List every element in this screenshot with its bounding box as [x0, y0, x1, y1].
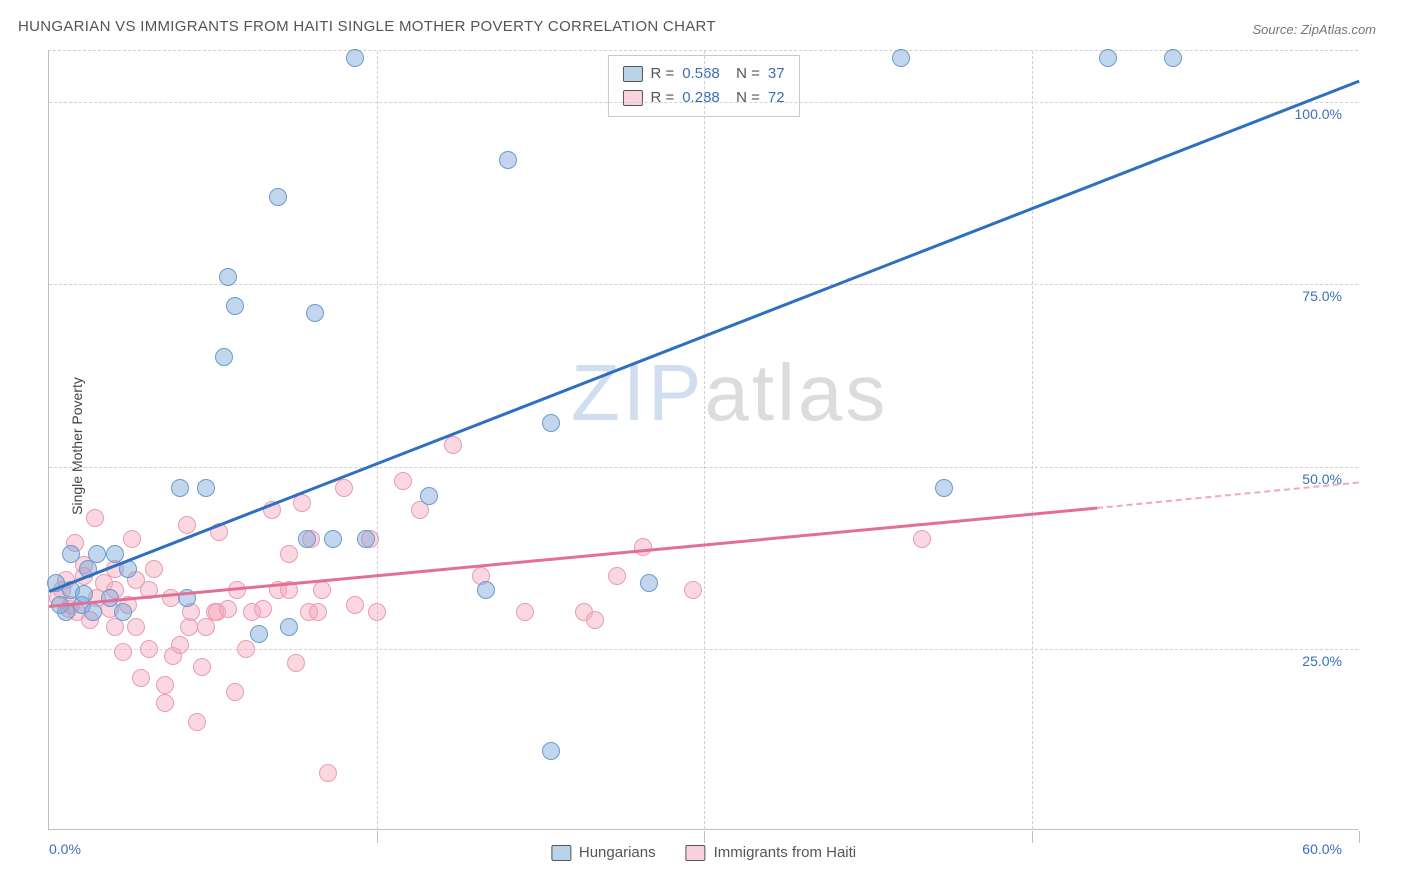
legend-n-label: N = — [728, 62, 760, 86]
chart-container: HUNGARIAN VS IMMIGRANTS FROM HAITI SINGL… — [0, 0, 1406, 892]
data-point — [313, 581, 331, 599]
data-point — [1164, 49, 1182, 67]
data-point — [516, 603, 534, 621]
legend-label: Hungarians — [579, 844, 656, 861]
watermark: ZIPatlas — [571, 347, 888, 439]
data-point — [542, 414, 560, 432]
data-point — [640, 574, 658, 592]
data-point — [132, 669, 150, 687]
data-point — [197, 479, 215, 497]
data-point — [226, 683, 244, 701]
data-point — [477, 581, 495, 599]
legend-item: Hungarians — [551, 844, 656, 861]
data-point — [123, 530, 141, 548]
swatch-blue-icon — [551, 845, 571, 861]
x-tick — [377, 831, 378, 843]
data-point — [114, 643, 132, 661]
data-point — [145, 560, 163, 578]
legend-n-value: 37 — [768, 62, 785, 86]
x-axis-label-max: 60.0% — [1302, 841, 1342, 857]
data-point — [1099, 49, 1117, 67]
data-point — [86, 509, 104, 527]
data-point — [62, 545, 80, 563]
data-point — [935, 479, 953, 497]
data-point — [324, 530, 342, 548]
trend-line — [49, 507, 1097, 608]
data-point — [178, 516, 196, 534]
x-tick — [1359, 831, 1360, 843]
data-point — [346, 49, 364, 67]
x-axis-label-min: 0.0% — [49, 841, 81, 857]
data-point — [250, 625, 268, 643]
chart-title: HUNGARIAN VS IMMIGRANTS FROM HAITI SINGL… — [18, 18, 716, 35]
data-point — [394, 472, 412, 490]
legend-item: Immigrants from Haiti — [686, 844, 857, 861]
legend-n-label: N = — [728, 86, 760, 110]
data-point — [357, 530, 375, 548]
data-point — [293, 494, 311, 512]
data-point — [280, 545, 298, 563]
data-point — [287, 654, 305, 672]
gridline-v — [1032, 51, 1033, 829]
data-point — [88, 545, 106, 563]
data-point — [226, 297, 244, 315]
series-legend: Hungarians Immigrants from Haiti — [551, 844, 856, 861]
gridline-v — [377, 51, 378, 829]
data-point — [913, 530, 931, 548]
data-point — [420, 487, 438, 505]
data-point — [608, 567, 626, 585]
data-point — [219, 268, 237, 286]
watermark-atlas: atlas — [704, 348, 888, 437]
swatch-pink-icon — [686, 845, 706, 861]
data-point — [298, 530, 316, 548]
data-point — [309, 603, 327, 621]
y-axis-label: 100.0% — [1295, 106, 1342, 122]
data-point — [346, 596, 364, 614]
data-point — [254, 600, 272, 618]
data-point — [368, 603, 386, 621]
swatch-blue-icon — [622, 66, 642, 82]
gridline-v — [704, 51, 705, 829]
data-point — [156, 676, 174, 694]
legend-r-label: R = — [650, 86, 674, 110]
data-point — [171, 479, 189, 497]
data-point — [684, 581, 702, 599]
data-point — [499, 151, 517, 169]
data-point — [306, 304, 324, 322]
legend-label: Immigrants from Haiti — [714, 844, 857, 861]
data-point — [84, 603, 102, 621]
legend-r-label: R = — [650, 62, 674, 86]
legend-n-value: 72 — [768, 86, 785, 110]
data-point — [156, 694, 174, 712]
data-point — [335, 479, 353, 497]
data-point — [542, 742, 560, 760]
data-point — [269, 188, 287, 206]
data-point — [215, 348, 233, 366]
data-point — [634, 538, 652, 556]
y-axis-label: 75.0% — [1302, 288, 1342, 304]
data-point — [586, 611, 604, 629]
data-point — [237, 640, 255, 658]
plot-area: ZIPatlas R = 0.568 N = 37 R = 0.288 N = … — [48, 50, 1358, 830]
source-attribution: Source: ZipAtlas.com — [1252, 22, 1376, 37]
data-point — [171, 636, 189, 654]
data-point — [444, 436, 462, 454]
data-point — [280, 618, 298, 636]
data-point — [188, 713, 206, 731]
legend-r-value: 0.288 — [682, 86, 720, 110]
swatch-pink-icon — [622, 90, 642, 106]
x-tick — [704, 831, 705, 843]
trend-line — [1097, 481, 1359, 509]
x-tick — [1032, 831, 1033, 843]
y-axis-label: 25.0% — [1302, 653, 1342, 669]
data-point — [106, 545, 124, 563]
data-point — [114, 603, 132, 621]
legend-r-value: 0.568 — [682, 62, 720, 86]
data-point — [219, 600, 237, 618]
data-point — [140, 640, 158, 658]
data-point — [319, 764, 337, 782]
data-point — [892, 49, 910, 67]
data-point — [127, 618, 145, 636]
data-point — [193, 658, 211, 676]
